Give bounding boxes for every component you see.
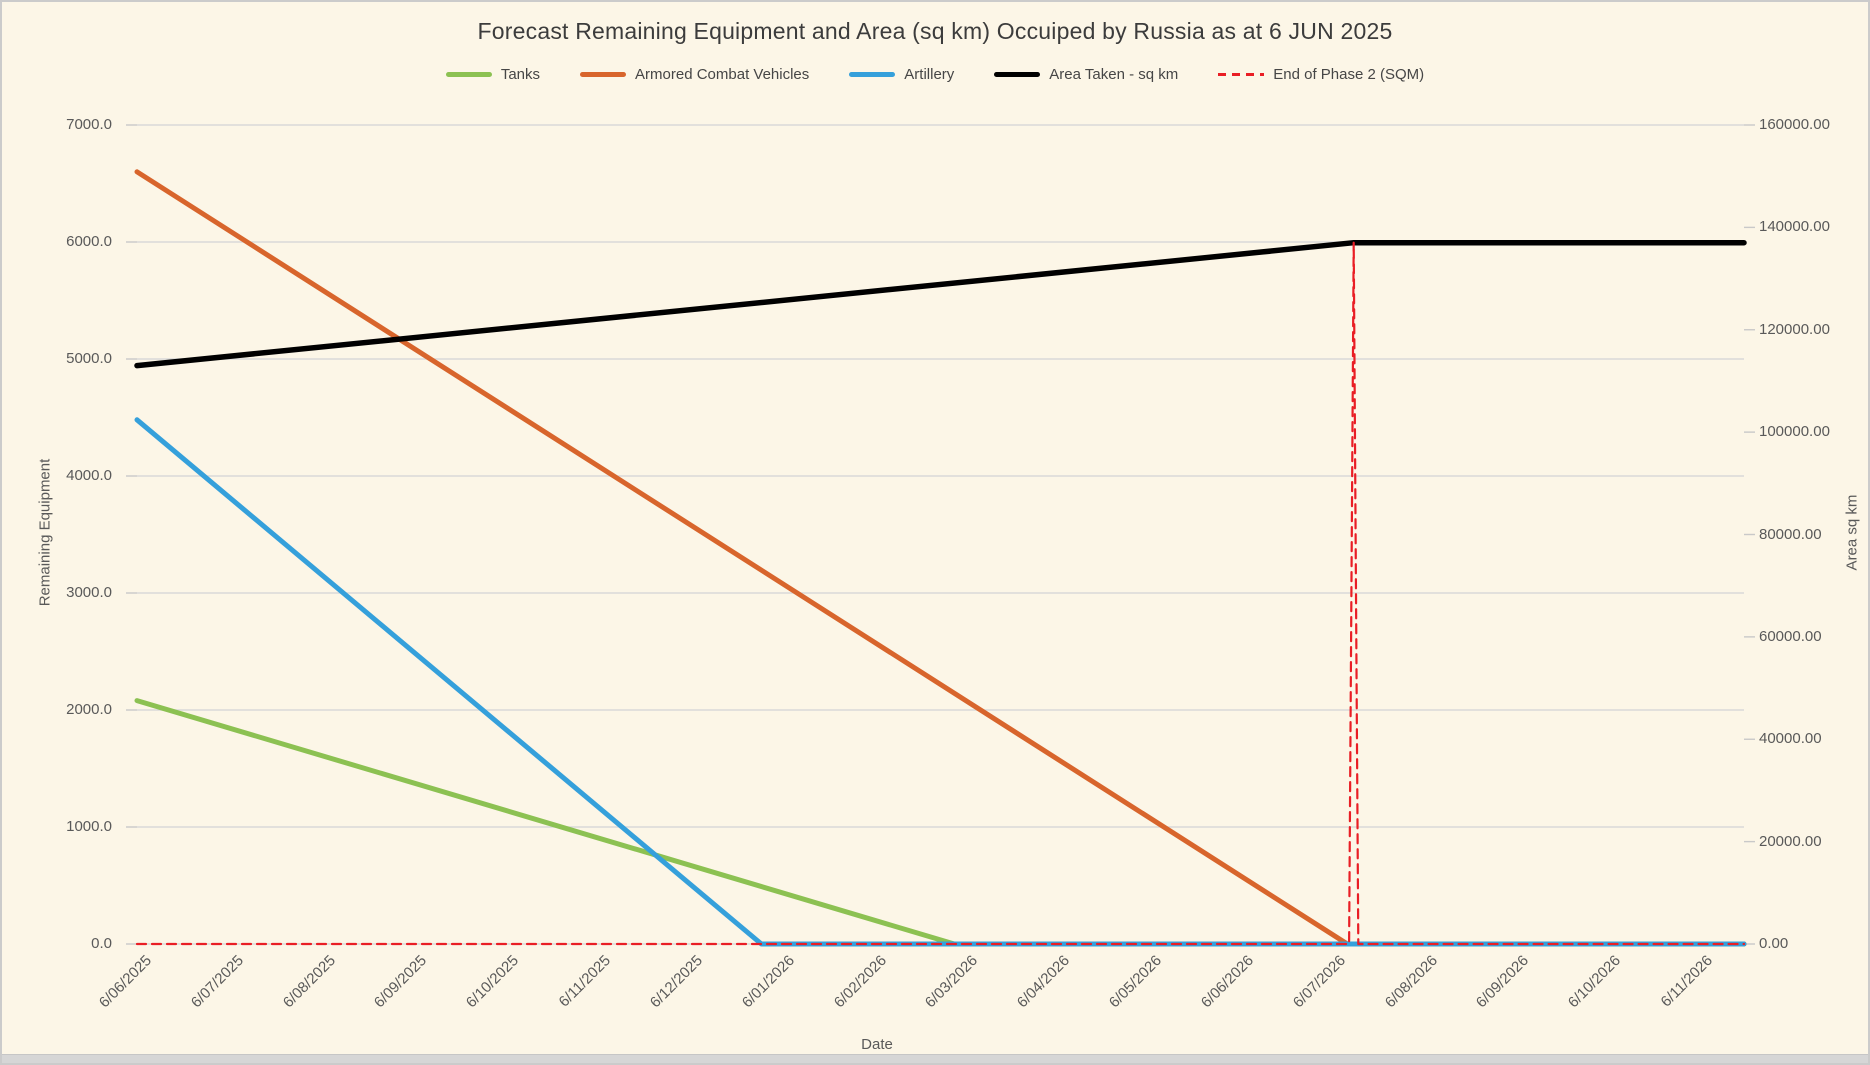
left-axis-tick-label: 0.0: [91, 935, 112, 952]
left-axis-tick-label: 1000.0: [66, 818, 112, 835]
x-axis-tick-label: 6/08/2026: [1381, 952, 1441, 1012]
legend-label-end-of-phase-2-sqm: End of Phase 2 (SQM): [1273, 66, 1425, 83]
x-axis-tick-label: 6/10/2025: [463, 952, 523, 1012]
x-axis-tick-label: 6/09/2025: [371, 952, 431, 1012]
x-axis-tick-label: 6/05/2026: [1105, 952, 1166, 1012]
series-line-end-of-phase-2-sqm: [135, 241, 1746, 946]
right-axis-tick-label: 40000.00: [1759, 730, 1822, 748]
series-line-tanks: [134, 698, 1747, 947]
series-line-area-taken-sq-km: [134, 239, 1747, 369]
x-axis-tick-label: 6/01/2026: [738, 952, 798, 1012]
x-axis-tick-label: 6/06/2025: [95, 952, 156, 1012]
left-axis-tick-label: 3000.0: [66, 584, 112, 601]
legend-item-tanks: Tanks: [445, 66, 541, 83]
left-axis-tick-label: 2000.0: [66, 701, 112, 718]
legend-item-armored-combat-vehicles: Armored Combat Vehicles: [580, 66, 809, 83]
right-axis-tick-label: 80000.00: [1759, 525, 1822, 543]
legend-swatch-artillery: [849, 72, 896, 77]
legend-label-tanks: Tanks: [500, 66, 541, 83]
legend-label-armored-combat-vehicles: Armored Combat Vehicles: [635, 66, 810, 83]
x-axis-tick-label: 6/08/2025: [279, 952, 339, 1012]
left-axis-tick-label: 4000.0: [66, 467, 112, 484]
legend-swatch-armored-combat-vehicles: [580, 72, 627, 77]
legend-swatch-tanks: [445, 72, 492, 77]
right-axis-tick-label: 60000.00: [1759, 627, 1822, 645]
x-axis-tick-label: 6/11/2025: [555, 952, 615, 1011]
right-axis-tick-label: 160000.00: [1759, 116, 1830, 133]
right-axis-tick-label: 0.00: [1759, 935, 1789, 952]
legend-label-area-taken-sq-km: Area Taken - sq km: [1049, 66, 1179, 83]
x-axis-tick-label: 6/11/2026: [1657, 952, 1717, 1011]
x-axis-tick-label: 6/06/2026: [1197, 952, 1257, 1012]
legend-swatch-end-of-phase-2-sqm: [1218, 73, 1265, 76]
x-axis-tick-label: 6/04/2026: [1014, 952, 1074, 1012]
window-bottom-edge: [2, 1054, 1868, 1063]
legend-label-artillery: Artillery: [904, 66, 955, 83]
x-axis-tick-label: 6/09/2026: [1473, 952, 1533, 1012]
x-axis-tick-label: 6/10/2026: [1565, 952, 1625, 1012]
right-axis-tick-label: 100000.00: [1759, 423, 1830, 441]
series-line-artillery: [134, 417, 1747, 947]
x-axis-tick-label: 6/07/2026: [1289, 952, 1349, 1012]
legend-item-artillery: Artillery: [849, 66, 954, 83]
left-axis-title: Remaining Equipment: [36, 458, 54, 607]
legend-swatch-area-taken-sq-km: [994, 72, 1041, 77]
chart-legend: Tanks Armored Combat Vehicles Artillery Are…: [2, 66, 1868, 83]
legend-item-area-taken-sq-km: Area Taken - sq km: [994, 66, 1178, 83]
x-axis-tick-label: 6/03/2026: [922, 952, 982, 1012]
left-axis-tick-label: 5000.0: [66, 350, 112, 367]
x-axis-tick-label: 6/12/2025: [646, 952, 706, 1012]
x-axis-title: Date: [861, 1036, 893, 1053]
right-axis-title: Area sq km: [1843, 494, 1861, 571]
x-axis-tick-label: 6/02/2026: [830, 952, 890, 1012]
left-axis-tick-label: 6000.0: [66, 233, 112, 250]
legend-item-end-of-phase-2-sqm: End of Phase 2 (SQM): [1218, 66, 1424, 83]
right-axis-tick-label: 120000.00: [1759, 320, 1830, 338]
x-axis-tick-label: 6/07/2025: [187, 952, 247, 1012]
series-line-armored-combat-vehicles: [134, 169, 1747, 947]
right-axis-tick-label: 20000.00: [1759, 832, 1822, 850]
right-axis-tick-label: 140000.00: [1759, 218, 1830, 236]
left-axis-tick-label: 7000.0: [66, 116, 112, 133]
chart-title: Forecast Remaining Equipment and Area (s…: [477, 18, 1393, 44]
